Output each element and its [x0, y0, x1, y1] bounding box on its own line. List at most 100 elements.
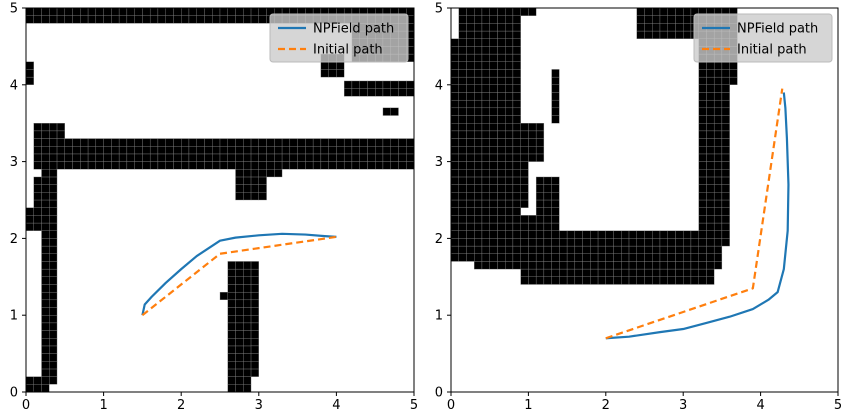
obstacle-cell	[250, 315, 259, 324]
obstacle-cell	[721, 153, 730, 162]
obstacle-cell	[375, 161, 384, 170]
obstacle-cell	[551, 99, 560, 109]
obstacle-cell	[258, 169, 267, 178]
obstacle-cell	[505, 30, 514, 39]
obstacle-cell	[450, 215, 459, 224]
obstacle-cell	[512, 30, 521, 39]
obstacle-cell	[458, 84, 467, 93]
obstacle-cell	[520, 230, 529, 239]
obstacle-cell	[41, 307, 50, 316]
obstacle-cell	[458, 99, 467, 109]
obstacle-cell	[721, 99, 730, 109]
obstacle-cell	[520, 268, 529, 277]
obstacle-cell	[659, 23, 668, 32]
obstacle-cell	[258, 7, 267, 16]
obstacle-cell	[80, 153, 89, 162]
obstacle-cell	[497, 15, 506, 24]
x-tick-label: 2	[177, 398, 185, 413]
obstacle-cell	[706, 115, 715, 124]
obstacle-cell	[621, 230, 630, 239]
obstacle-cell	[474, 138, 483, 147]
obstacle-cell	[188, 15, 197, 24]
obstacle-cell	[721, 84, 730, 93]
obstacle-cell	[667, 276, 676, 285]
obstacle-cell	[25, 376, 34, 385]
obstacle-cell	[466, 30, 475, 39]
obstacle-cell	[64, 15, 73, 24]
obstacle-cell	[481, 176, 490, 185]
obstacle-cell	[72, 161, 81, 170]
obstacle-cell	[250, 261, 259, 270]
obstacle-cell	[312, 161, 322, 170]
obstacle-cell	[56, 123, 65, 132]
obstacle-cell	[621, 245, 630, 254]
obstacle-cell	[375, 146, 384, 155]
obstacle-cell	[157, 15, 166, 24]
obstacle-cell	[559, 276, 568, 285]
obstacle-cell	[551, 215, 560, 224]
obstacle-cell	[713, 199, 723, 208]
obstacle-cell	[481, 138, 490, 147]
obstacle-cell	[520, 253, 529, 262]
obstacle-cell	[41, 153, 50, 162]
obstacle-cell	[134, 15, 143, 24]
obstacle-cell	[644, 230, 653, 239]
obstacle-cell	[698, 199, 707, 208]
obstacle-cell	[520, 238, 529, 247]
obstacle-cell	[613, 268, 622, 277]
obstacle-cell	[49, 376, 58, 385]
obstacle-cell	[590, 245, 599, 254]
obstacle-cell	[652, 230, 661, 239]
obstacle-cell	[450, 76, 459, 85]
obstacle-cell	[41, 345, 50, 354]
obstacle-cell	[512, 115, 521, 124]
obstacle-cell	[706, 92, 715, 101]
obstacle-cell	[698, 230, 707, 239]
left-axes-frame	[25, 7, 415, 393]
obstacle-cell	[406, 153, 415, 162]
obstacle-cell	[406, 88, 415, 97]
obstacle-cell	[512, 153, 521, 162]
obstacle-cell	[258, 138, 267, 147]
obstacle-cell	[359, 153, 368, 162]
obstacle-cell	[351, 138, 360, 147]
obstacle-cell	[505, 76, 514, 85]
obstacle-cell	[489, 153, 498, 162]
obstacle-cell	[56, 15, 65, 24]
obstacle-cell	[72, 138, 81, 147]
obstacle-cell	[375, 138, 384, 147]
obstacle-cell	[25, 76, 34, 85]
obstacle-cell	[474, 245, 483, 254]
obstacle-cell	[551, 107, 560, 116]
obstacle-cell	[49, 315, 58, 324]
obstacle-cell	[450, 92, 459, 101]
obstacle-cell	[659, 268, 668, 277]
obstacle-cell	[566, 245, 576, 254]
obstacle-cell	[157, 138, 166, 147]
obstacle-cell	[450, 38, 459, 47]
obstacle-cell	[474, 215, 483, 224]
obstacle-cell	[628, 238, 637, 247]
obstacle-cell	[512, 84, 521, 93]
obstacle-cell	[235, 161, 244, 170]
obstacle-cell	[466, 115, 475, 124]
obstacle-cell	[636, 23, 645, 32]
obstacle-cell	[706, 76, 715, 85]
obstacle-cell	[450, 222, 459, 231]
obstacle-cell	[235, 169, 244, 178]
obstacle-cell	[49, 146, 58, 155]
obstacle-cell	[505, 46, 514, 55]
right-series-layer	[605, 88, 790, 340]
obstacle-cell	[375, 80, 384, 89]
obstacle-cell	[235, 184, 244, 193]
obstacle-cell	[706, 130, 715, 139]
obstacle-cell	[458, 115, 467, 124]
obstacle-cell	[713, 176, 723, 185]
obstacle-cell	[675, 238, 684, 247]
obstacle-cell	[64, 138, 73, 147]
obstacle-cell	[173, 138, 182, 147]
obstacle-cell	[636, 230, 645, 239]
obstacle-cell	[243, 138, 252, 147]
obstacle-cell	[466, 215, 475, 224]
obstacle-cell	[103, 138, 112, 147]
